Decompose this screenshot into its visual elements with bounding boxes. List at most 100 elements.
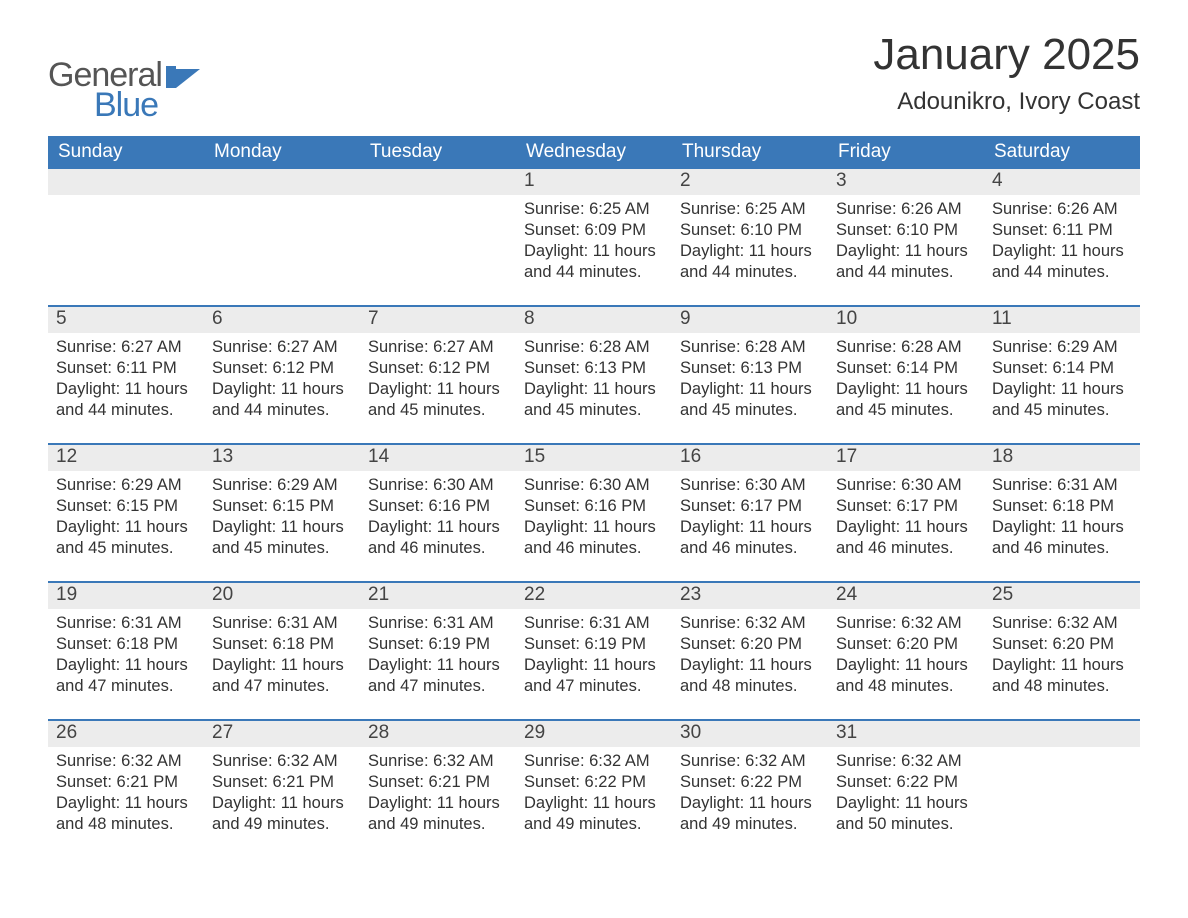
day-number: 6 — [204, 307, 360, 333]
day-details: Sunrise: 6:32 AMSunset: 6:22 PMDaylight:… — [516, 747, 672, 843]
day-details: Sunrise: 6:31 AMSunset: 6:19 PMDaylight:… — [516, 609, 672, 705]
daylight2-text: and 45 minutes. — [212, 538, 352, 559]
daylight2-text: and 46 minutes. — [680, 538, 820, 559]
sunrise-text: Sunrise: 6:25 AM — [680, 199, 820, 220]
sunset-text: Sunset: 6:12 PM — [212, 358, 352, 379]
daylight2-text: and 47 minutes. — [368, 676, 508, 697]
header-region: General Blue January 2025 Adounikro, Ivo… — [48, 30, 1140, 122]
sunset-text: Sunset: 6:18 PM — [992, 496, 1132, 517]
sunrise-text: Sunrise: 6:31 AM — [56, 613, 196, 634]
day-cell: 7Sunrise: 6:27 AMSunset: 6:12 PMDaylight… — [360, 307, 516, 443]
weekday-header: Tuesday — [360, 136, 516, 169]
day-cell: 5Sunrise: 6:27 AMSunset: 6:11 PMDaylight… — [48, 307, 204, 443]
daylight2-text: and 44 minutes. — [836, 262, 976, 283]
sunset-text: Sunset: 6:22 PM — [836, 772, 976, 793]
day-number: 16 — [672, 445, 828, 471]
week-row: 12Sunrise: 6:29 AMSunset: 6:15 PMDayligh… — [48, 443, 1140, 581]
sunset-text: Sunset: 6:22 PM — [524, 772, 664, 793]
daylight1-text: Daylight: 11 hours — [836, 241, 976, 262]
empty-cell — [204, 169, 360, 305]
sunrise-text: Sunrise: 6:30 AM — [368, 475, 508, 496]
day-number: 5 — [48, 307, 204, 333]
day-cell: 15Sunrise: 6:30 AMSunset: 6:16 PMDayligh… — [516, 445, 672, 581]
day-number: 17 — [828, 445, 984, 471]
daylight1-text: Daylight: 11 hours — [524, 241, 664, 262]
daylight2-text: and 46 minutes. — [992, 538, 1132, 559]
daylight1-text: Daylight: 11 hours — [368, 655, 508, 676]
day-cell: 3Sunrise: 6:26 AMSunset: 6:10 PMDaylight… — [828, 169, 984, 305]
sunrise-text: Sunrise: 6:27 AM — [212, 337, 352, 358]
day-details: Sunrise: 6:26 AMSunset: 6:11 PMDaylight:… — [984, 195, 1140, 291]
day-details: Sunrise: 6:32 AMSunset: 6:21 PMDaylight:… — [48, 747, 204, 843]
daylight2-text: and 45 minutes. — [992, 400, 1132, 421]
sunrise-text: Sunrise: 6:29 AM — [56, 475, 196, 496]
day-details: Sunrise: 6:27 AMSunset: 6:11 PMDaylight:… — [48, 333, 204, 429]
empty-cell — [360, 169, 516, 305]
day-details: Sunrise: 6:32 AMSunset: 6:22 PMDaylight:… — [672, 747, 828, 843]
day-cell: 12Sunrise: 6:29 AMSunset: 6:15 PMDayligh… — [48, 445, 204, 581]
sunrise-text: Sunrise: 6:26 AM — [992, 199, 1132, 220]
day-cell: 1 Sunrise: 6:25 AMSunset: 6:09 PMDaylight… — [516, 169, 672, 305]
day-number: 1 — [516, 169, 672, 195]
day-cell: 28Sunrise: 6:32 AMSunset: 6:21 PMDayligh… — [360, 721, 516, 857]
day-number: 15 — [516, 445, 672, 471]
day-cell: 19Sunrise: 6:31 AMSunset: 6:18 PMDayligh… — [48, 583, 204, 719]
day-cell: 13Sunrise: 6:29 AMSunset: 6:15 PMDayligh… — [204, 445, 360, 581]
sunrise-text: Sunrise: 6:28 AM — [680, 337, 820, 358]
day-details: Sunrise: 6:31 AMSunset: 6:18 PMDaylight:… — [48, 609, 204, 705]
daylight1-text: Daylight: 11 hours — [836, 655, 976, 676]
sunrise-text: Sunrise: 6:32 AM — [992, 613, 1132, 634]
sunset-text: Sunset: 6:20 PM — [680, 634, 820, 655]
daylight1-text: Daylight: 11 hours — [524, 379, 664, 400]
weekday-header: Monday — [204, 136, 360, 169]
sunset-text: Sunset: 6:15 PM — [212, 496, 352, 517]
day-number: 8 — [516, 307, 672, 333]
sunrise-text: Sunrise: 6:25 AM — [524, 199, 664, 220]
daylight1-text: Daylight: 11 hours — [368, 793, 508, 814]
daylight1-text: Daylight: 11 hours — [992, 655, 1132, 676]
sunset-text: Sunset: 6:09 PM — [524, 220, 664, 241]
day-cell: 24Sunrise: 6:32 AMSunset: 6:20 PMDayligh… — [828, 583, 984, 719]
daylight1-text: Daylight: 11 hours — [368, 379, 508, 400]
daylight1-text: Daylight: 11 hours — [524, 655, 664, 676]
day-details: Sunrise: 6:28 AMSunset: 6:13 PMDaylight:… — [672, 333, 828, 429]
daylight2-text: and 48 minutes. — [836, 676, 976, 697]
day-details: Sunrise: 6:29 AMSunset: 6:15 PMDaylight:… — [48, 471, 204, 567]
sunrise-text: Sunrise: 6:28 AM — [524, 337, 664, 358]
sunrise-text: Sunrise: 6:29 AM — [212, 475, 352, 496]
daylight2-text: and 44 minutes. — [524, 262, 664, 283]
day-cell: 20Sunrise: 6:31 AMSunset: 6:18 PMDayligh… — [204, 583, 360, 719]
sunset-text: Sunset: 6:18 PM — [56, 634, 196, 655]
sunrise-text: Sunrise: 6:31 AM — [524, 613, 664, 634]
daylight1-text: Daylight: 11 hours — [56, 379, 196, 400]
daylight1-text: Daylight: 11 hours — [212, 793, 352, 814]
daylight1-text: Daylight: 11 hours — [56, 793, 196, 814]
daylight2-text: and 45 minutes. — [524, 400, 664, 421]
month-title: January 2025 — [873, 30, 1140, 80]
sunrise-text: Sunrise: 6:32 AM — [680, 613, 820, 634]
sunrise-text: Sunrise: 6:32 AM — [368, 751, 508, 772]
weekday-header: Sunday — [48, 136, 204, 169]
sunset-text: Sunset: 6:12 PM — [368, 358, 508, 379]
sunrise-text: Sunrise: 6:31 AM — [212, 613, 352, 634]
daylight2-text: and 49 minutes. — [212, 814, 352, 835]
day-cell: 26Sunrise: 6:32 AMSunset: 6:21 PMDayligh… — [48, 721, 204, 857]
day-details: Sunrise: 6:32 AMSunset: 6:20 PMDaylight:… — [984, 609, 1140, 705]
weekday-header-row: SundayMondayTuesdayWednesdayThursdayFrid… — [48, 136, 1140, 169]
weekday-header: Friday — [828, 136, 984, 169]
day-cell: 31Sunrise: 6:32 AMSunset: 6:22 PMDayligh… — [828, 721, 984, 857]
day-number: 18 — [984, 445, 1140, 471]
day-details: Sunrise: 6:30 AMSunset: 6:16 PMDaylight:… — [360, 471, 516, 567]
day-cell: 6Sunrise: 6:27 AMSunset: 6:12 PMDaylight… — [204, 307, 360, 443]
day-number: 10 — [828, 307, 984, 333]
daylight1-text: Daylight: 11 hours — [836, 517, 976, 538]
logo-text: General Blue — [48, 58, 200, 122]
day-number — [48, 169, 204, 195]
daylight2-text: and 46 minutes. — [524, 538, 664, 559]
daylight1-text: Daylight: 11 hours — [992, 379, 1132, 400]
week-row: 5Sunrise: 6:27 AMSunset: 6:11 PMDaylight… — [48, 305, 1140, 443]
location: Adounikro, Ivory Coast — [873, 88, 1140, 116]
sunset-text: Sunset: 6:10 PM — [680, 220, 820, 241]
daylight1-text: Daylight: 11 hours — [368, 517, 508, 538]
week-row: 1Sunrise: 6:25 AMSunset: 6:09 PMDaylight… — [48, 169, 1140, 305]
